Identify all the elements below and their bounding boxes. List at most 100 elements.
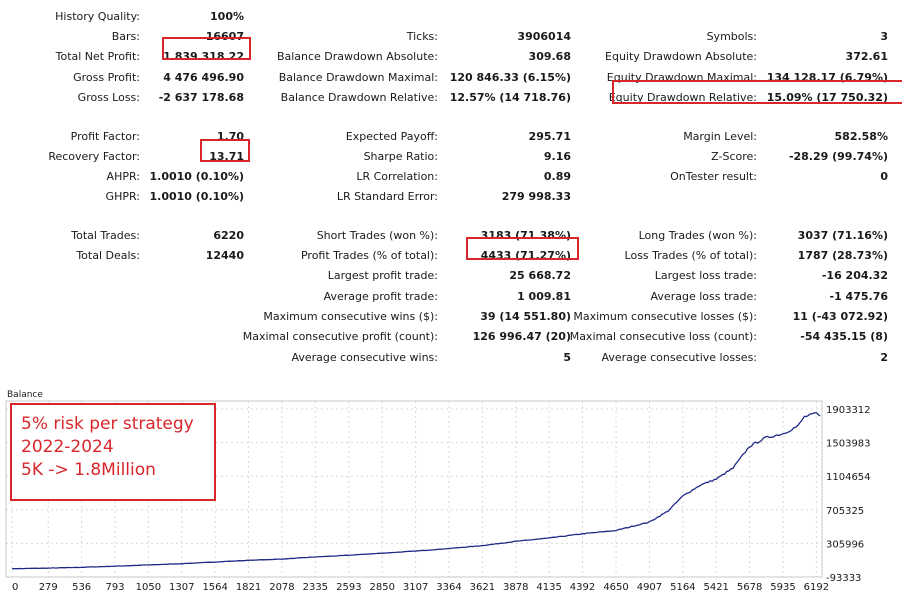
annotation-box: 5% risk per strategy 2022-2024 5K -> 1.8… — [10, 403, 216, 501]
expected-payoff-value: 295.71 — [528, 130, 571, 143]
lr-standard-error-label: LR Standard Error: — [336, 190, 438, 203]
y-tick-label: -93333 — [826, 573, 861, 584]
maximum-consecutive-wins-value: 39 (14 551.80) — [480, 310, 571, 323]
plot-border — [5, 400, 823, 578]
balance-drawdown-maximal-value: 120 846.33 (6.15%) — [449, 71, 571, 84]
balance-drawdown-relative-value: 12.57% (14 718.76) — [449, 91, 571, 104]
x-tick-label: 1307 — [169, 582, 194, 593]
lr-correlation-label: LR Correlation: — [356, 170, 438, 183]
average-consecutive-losses-value: 2 — [880, 351, 888, 364]
x-tick-label: 5678 — [737, 582, 762, 593]
y-tick-label: 305996 — [826, 539, 864, 550]
equity-drawdown-maximal-value: 134 128.17 (6.79%) — [766, 71, 888, 84]
long-trades-won-label: Long Trades (won %): — [638, 229, 757, 242]
profit-factor-label: Profit Factor: — [70, 130, 140, 143]
average-profit-trade-label: Average profit trade: — [323, 290, 438, 303]
equity-drawdown-relative-label: Equity Drawdown Relative: — [608, 91, 757, 104]
total-deals-label: Total Deals: — [76, 249, 140, 262]
y-tick-label: 1503983 — [826, 439, 871, 450]
maximal-consecutive-loss-count-value: -54 435.15 (8) — [800, 330, 888, 343]
total-trades-value: 6220 — [213, 229, 244, 242]
balance-drawdown-absolute-value: 309.68 — [528, 50, 571, 63]
gross-loss-value: -2 637 178.68 — [158, 91, 244, 104]
ghpr-value: 1.0010 (0.10%) — [149, 190, 245, 203]
loss-trades-of-total-value: 1787 (28.73%) — [797, 249, 888, 262]
total-deals-value: 12440 — [205, 249, 244, 262]
sharpe-ratio-value: 9.16 — [543, 150, 571, 163]
sharpe-ratio-label: Sharpe Ratio: — [363, 150, 438, 163]
total-net-profit-value: 1 839 318.22 — [163, 50, 244, 63]
maximum-consecutive-wins-label: Maximum consecutive wins ($): — [263, 310, 438, 323]
x-tick-label: 5935 — [770, 582, 795, 593]
equity-drawdown-maximal-label: Equity Drawdown Maximal: — [606, 71, 757, 84]
chart-title: Balance — [7, 390, 43, 400]
x-tick-label: 3621 — [470, 582, 495, 593]
x-tick-label: 536 — [72, 582, 91, 593]
x-tick-label: 5164 — [670, 582, 695, 593]
recovery-factor-label: Recovery Factor: — [48, 150, 140, 163]
x-tick-label: 2078 — [269, 582, 294, 593]
x-tick-label: 5421 — [703, 582, 728, 593]
y-tick-label: 1104654 — [826, 472, 871, 483]
lr-correlation-value: 0.89 — [543, 170, 571, 183]
y-axis-ticks: 1903312 1503983 1104654 705325 305996 -93333 — [826, 405, 871, 584]
ahpr-label: AHPR: — [106, 170, 140, 183]
long-trades-won-value: 3037 (71.16%) — [797, 229, 888, 242]
y-tick-label: 705325 — [826, 506, 864, 517]
x-tick-label: 3878 — [503, 582, 528, 593]
x-tick-label: 1050 — [136, 582, 161, 593]
average-loss-trade-value: -1 475.76 — [829, 290, 889, 303]
gross-profit-value: 4 476 496.90 — [163, 71, 244, 84]
x-tick-label: 793 — [105, 582, 124, 593]
bars-value: 16607 — [205, 30, 244, 43]
z-score-label: Z-Score: — [711, 150, 757, 163]
balance-drawdown-relative-label: Balance Drawdown Relative: — [280, 91, 438, 104]
annotation-line-2: 2022-2024 — [21, 437, 114, 457]
annotation-line-3: 5K -> 1.8Million — [21, 460, 156, 480]
profit-factor-value: 1.70 — [216, 130, 244, 143]
x-tick-label: 3107 — [403, 582, 428, 593]
bars-label: Bars: — [111, 30, 140, 43]
ghpr-label: GHPR: — [105, 190, 140, 203]
short-trades-won-value: 3183 (71.38%) — [480, 229, 571, 242]
z-score-value: -28.29 (99.74%) — [788, 150, 888, 163]
x-axis-ticks: 0 279 536 793 1050 1307 1564 1821 2078 2335 2593 28… — [12, 582, 829, 593]
equity-drawdown-relative-value: 15.09% (17 750.32) — [766, 91, 888, 104]
symbols-label: Symbols: — [706, 30, 757, 43]
x-tick-label: 2850 — [369, 582, 394, 593]
average-loss-trade-label: Average loss trade: — [650, 290, 757, 303]
total-net-profit-label: Total Net Profit: — [55, 50, 140, 63]
profit-trades-of-total-value: 4433 (71.27%) — [480, 249, 571, 262]
x-tick-label: 6192 — [804, 582, 829, 593]
x-tick-label: 4650 — [603, 582, 628, 593]
x-tick-label: 3364 — [436, 582, 461, 593]
balance-drawdown-absolute-label: Balance Drawdown Absolute: — [276, 50, 438, 63]
ticks-value: 3906014 — [517, 30, 571, 43]
largest-profit-trade-label: Largest profit trade: — [327, 269, 438, 282]
x-tick-label: 279 — [39, 582, 58, 593]
x-tick-label: 0 — [12, 582, 18, 593]
maximum-consecutive-losses-value: 11 (-43 072.92) — [792, 310, 888, 323]
x-tick-label: 1821 — [236, 582, 261, 593]
balance-drawdown-maximal-label: Balance Drawdown Maximal: — [278, 71, 438, 84]
loss-trades-of-total-label: Loss Trades (% of total): — [624, 249, 757, 262]
average-consecutive-wins-value: 5 — [563, 351, 571, 364]
x-tick-label: 1564 — [202, 582, 227, 593]
equity-drawdown-absolute-label: Equity Drawdown Absolute: — [605, 50, 757, 63]
symbols-value: 3 — [880, 30, 888, 43]
margin-level-value: 582.58% — [834, 130, 888, 143]
x-tick-label: 4392 — [570, 582, 595, 593]
average-profit-trade-value: 1 009.81 — [517, 290, 571, 303]
margin-level-label: Margin Level: — [683, 130, 757, 143]
x-tick-label: 4907 — [637, 582, 662, 593]
x-tick-label: 4135 — [536, 582, 561, 593]
short-trades-won-label: Short Trades (won %): — [316, 229, 438, 242]
maximum-consecutive-losses-label: Maximum consecutive losses ($): — [573, 310, 757, 323]
annotation-line-1: 5% risk per strategy — [21, 414, 194, 434]
ontester-result-label: OnTester result: — [670, 170, 757, 183]
x-tick-label: 2593 — [336, 582, 361, 593]
maximal-consecutive-loss-count-label: Maximal consecutive loss (count): — [569, 330, 757, 343]
history-quality-value: 100% — [210, 10, 244, 23]
largest-loss-trade-value: -16 204.32 — [821, 269, 888, 282]
maximal-consecutive-profit-count-label: Maximal consecutive profit (count): — [242, 330, 438, 343]
